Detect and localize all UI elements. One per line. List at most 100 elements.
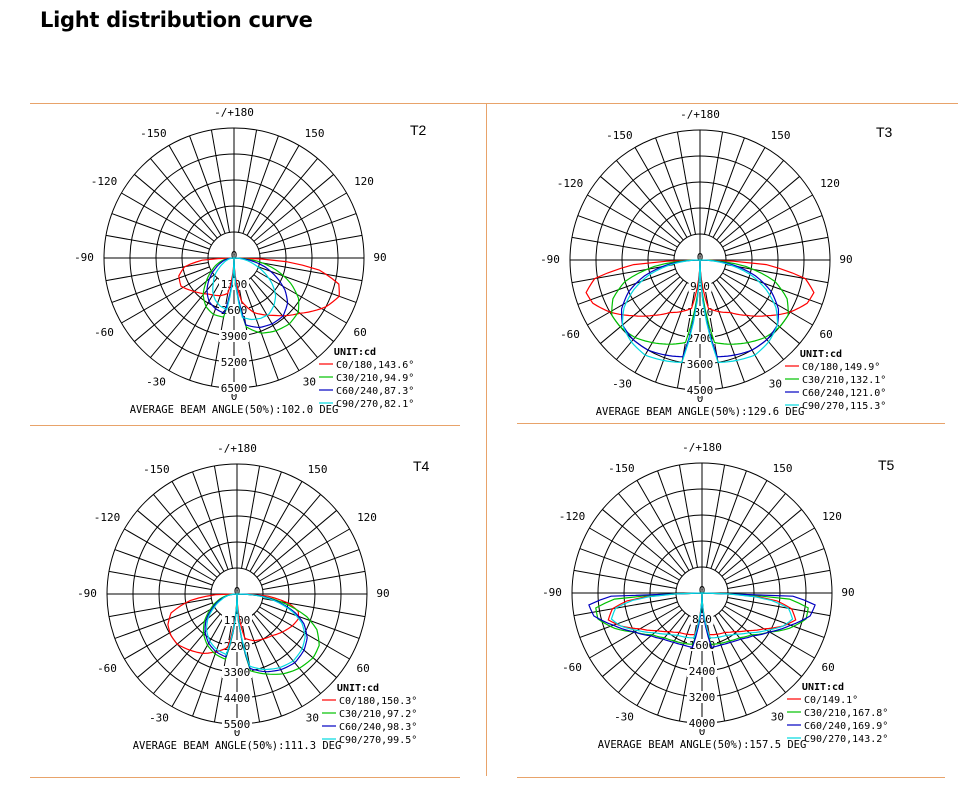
grid-spoke xyxy=(714,480,768,571)
grid-spoke xyxy=(121,270,212,324)
angle-label-left-lower: -60 xyxy=(560,328,580,341)
radial-tick-label: 2400 xyxy=(689,665,716,678)
grid-spoke xyxy=(249,481,303,572)
grid-spoke xyxy=(108,598,212,618)
panel-label: T3 xyxy=(876,124,893,140)
grid-spoke xyxy=(724,268,823,305)
grid-spoke xyxy=(168,145,222,236)
grid-spoke xyxy=(171,616,225,707)
angle-label-right-upper: 120 xyxy=(354,175,374,188)
grid-spoke xyxy=(657,470,694,569)
angle-label-left-bottom: -30 xyxy=(146,375,166,388)
angle-label-right-bottom: 30 xyxy=(303,375,316,388)
angle-label-right-lower: 60 xyxy=(353,326,366,339)
grid-spoke xyxy=(137,510,218,578)
legend-entry: C90/270,115.3° xyxy=(802,401,886,412)
grid-spoke xyxy=(249,616,303,707)
grid-spoke xyxy=(678,464,698,568)
angle-label-top: -/+180 xyxy=(214,106,254,119)
grid-spoke xyxy=(616,160,684,241)
grid-spoke xyxy=(600,176,681,244)
series-curve-4 xyxy=(621,259,779,364)
grid-spoke xyxy=(253,174,334,242)
grid-spoke xyxy=(111,266,210,303)
average-beam-angle: AVERAGE BEAM ANGLE(50%):129.6 DEG xyxy=(596,406,805,418)
grid-spoke xyxy=(253,274,334,342)
grid-spoke xyxy=(726,548,825,585)
legend-entry: C90/270,82.1° xyxy=(336,399,414,410)
grid-spoke xyxy=(250,158,318,239)
grid-spoke xyxy=(124,528,215,582)
grid-spoke xyxy=(724,215,823,252)
divider-bottom-left xyxy=(30,777,460,778)
grid-spoke xyxy=(242,135,279,234)
unit-label: UNIT:cd xyxy=(800,349,842,360)
legend-entry: C90/270,143.2° xyxy=(804,734,888,745)
grid-spoke xyxy=(261,549,360,586)
grid-spoke xyxy=(721,609,802,677)
angle-label-right: 90 xyxy=(841,586,854,599)
grid-spoke xyxy=(189,135,226,234)
grid-spoke xyxy=(192,471,229,570)
divider-top xyxy=(30,103,958,104)
grid-spoke xyxy=(114,549,213,586)
unit-label: UNIT:cd xyxy=(334,347,376,358)
angle-label-right-upper: 120 xyxy=(820,177,840,190)
grid-spoke xyxy=(710,470,747,569)
grid-spoke xyxy=(105,234,209,254)
radial-tick-label: 3300 xyxy=(224,666,251,679)
radial-tick-backing xyxy=(690,613,714,625)
angle-label-left-top: -150 xyxy=(140,127,167,140)
radial-tick-backing xyxy=(685,332,715,344)
grid-spoke xyxy=(712,147,766,238)
radial-tick-backing xyxy=(685,306,715,318)
angle-label-right-lower: 60 xyxy=(356,662,369,675)
grid-spoke xyxy=(577,215,676,252)
grid-spoke xyxy=(245,618,282,717)
page-title: Light distribution curve xyxy=(40,8,313,32)
angle-label-right-bottom: 30 xyxy=(771,710,784,723)
radial-tick-label: 4000 xyxy=(689,717,716,730)
series-curve-4 xyxy=(610,592,794,639)
radial-tick-label: 1600 xyxy=(689,639,716,652)
angle-label-bottom: 0 xyxy=(231,390,238,403)
divider-middle-right xyxy=(517,423,945,424)
radial-tick-backing xyxy=(222,614,252,626)
grid-spoke xyxy=(246,280,300,371)
grid-spoke xyxy=(241,465,261,569)
grid-spoke xyxy=(618,493,686,574)
angle-label-left-top: -150 xyxy=(608,462,635,475)
radial-tick-backing xyxy=(687,665,717,677)
angle-label-right-top: 150 xyxy=(308,463,328,476)
angle-label-right-bottom: 30 xyxy=(769,377,782,390)
angle-label-top: -/+180 xyxy=(680,108,720,121)
angle-label-right-top: 150 xyxy=(771,129,791,142)
angle-label-right: 90 xyxy=(839,253,852,266)
grid-spoke xyxy=(189,282,226,381)
angle-label-top: -/+180 xyxy=(217,442,257,455)
grid-spoke xyxy=(168,280,222,371)
grid-spoke xyxy=(242,282,279,381)
grid-spoke xyxy=(150,158,218,239)
grid-spoke xyxy=(634,147,688,238)
angle-label-right-lower: 60 xyxy=(819,328,832,341)
radial-tick-backing xyxy=(688,280,712,292)
unit-label: UNIT:cd xyxy=(337,683,379,694)
radial-tick-label: 0 xyxy=(697,251,704,264)
radial-tick-backing xyxy=(685,358,715,370)
grid-spoke xyxy=(704,131,724,235)
angle-label-left-upper: -120 xyxy=(559,510,586,523)
grid-spoke xyxy=(722,272,813,326)
average-beam-angle: AVERAGE BEAM ANGLE(50%):157.5 DEG xyxy=(598,739,807,751)
series-curve-4 xyxy=(206,593,306,671)
grid-spoke xyxy=(253,613,321,694)
angle-label-left: -90 xyxy=(540,253,560,266)
grid-spoke xyxy=(134,274,215,342)
grid-spoke xyxy=(121,192,212,246)
divider-bottom-right xyxy=(517,777,945,778)
legend-entry: C0/149.1° xyxy=(804,695,858,706)
divider-middle-left xyxy=(30,425,460,426)
angle-label-right-bottom: 30 xyxy=(306,711,319,724)
